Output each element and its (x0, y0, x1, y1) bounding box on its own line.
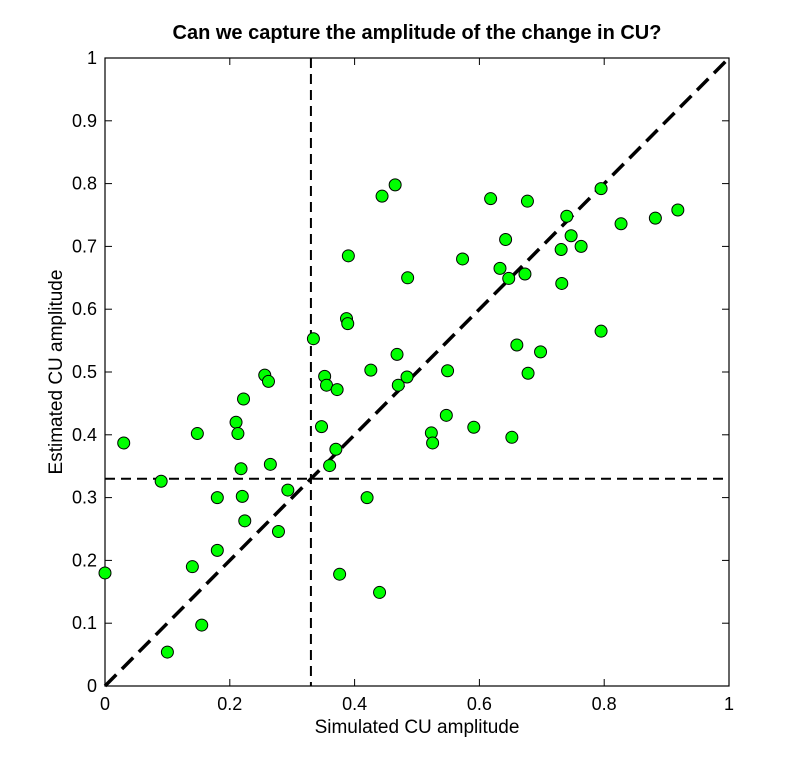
y-tick-label: 1 (87, 48, 97, 68)
x-tick-label: 0.2 (217, 694, 242, 714)
data-point (235, 489, 249, 503)
data-point (391, 378, 405, 392)
data-point (484, 192, 498, 206)
data-point (493, 261, 507, 275)
data-point (456, 252, 470, 266)
data-point (364, 363, 378, 377)
data-point (341, 249, 355, 263)
data-point (467, 420, 481, 434)
data-point (231, 427, 245, 441)
data-point (648, 211, 662, 225)
y-tick-label: 0.2 (72, 550, 97, 570)
data-point (560, 209, 574, 223)
data-point (564, 229, 578, 243)
data-point (117, 436, 131, 450)
data-point (439, 408, 453, 422)
data-point (195, 618, 209, 632)
data-point (521, 366, 535, 380)
data-point (271, 525, 285, 539)
data-point (502, 271, 516, 285)
data-point (315, 420, 329, 434)
data-point (499, 232, 513, 246)
x-tick-label: 1 (724, 694, 734, 714)
chart-title: Can we capture the amplitude of the chan… (173, 22, 662, 44)
data-point (329, 442, 343, 456)
x-tick-label: 0.6 (467, 694, 492, 714)
y-tick-label: 0.5 (72, 362, 97, 382)
data-point (555, 276, 569, 290)
data-point (306, 332, 320, 346)
data-point (671, 203, 685, 217)
data-point (401, 271, 415, 285)
data-point (373, 585, 387, 599)
data-point (333, 567, 347, 581)
data-point (390, 347, 404, 361)
data-point (160, 645, 174, 659)
y-axis-label: Estimated CU amplitude (46, 270, 67, 475)
plot-area: 0 0.2 0.4 0.6 0.8 1 0 0.1 0.2 0.3 0.4 0.5 0.6 0.7 0.8 0… (72, 48, 734, 714)
y-tick-label: 0.4 (72, 425, 97, 445)
data-point (210, 543, 224, 557)
data-point (388, 178, 402, 192)
data-point (520, 194, 534, 208)
y-tick-label: 0.6 (72, 299, 97, 319)
data-point (614, 217, 628, 231)
data-point (341, 317, 355, 331)
data-point (190, 427, 204, 441)
data-point (98, 566, 112, 580)
y-tick-label: 0.8 (72, 174, 97, 194)
data-point (261, 374, 275, 388)
x-tick-label: 0.4 (342, 694, 367, 714)
one-to-one-line (103, 56, 731, 688)
data-points (98, 178, 685, 659)
data-point (234, 462, 248, 476)
data-point (594, 324, 608, 338)
x-tick-label: 0.8 (592, 694, 617, 714)
y-tick-label: 0 (87, 676, 97, 696)
y-tick-label: 0.1 (72, 613, 97, 633)
data-point (505, 430, 519, 444)
y-tick-label: 0.7 (72, 236, 97, 256)
data-point (281, 483, 295, 497)
data-point (229, 415, 243, 429)
data-point (263, 457, 277, 471)
y-tick-label: 0.3 (72, 488, 97, 508)
data-point (330, 383, 344, 397)
data-point (400, 370, 414, 384)
data-point (554, 243, 568, 257)
data-point (518, 267, 532, 281)
data-point (441, 364, 455, 378)
data-point (238, 514, 252, 528)
y-tick-label: 0.9 (72, 111, 97, 131)
data-point (510, 338, 524, 352)
data-point (323, 459, 337, 473)
data-point (210, 491, 224, 505)
x-tick-label: 0 (100, 694, 110, 714)
data-point (426, 436, 440, 450)
data-point (594, 182, 608, 196)
data-point (534, 345, 548, 359)
data-point (237, 392, 251, 406)
data-point (154, 474, 168, 488)
data-point (375, 189, 389, 203)
data-point (185, 560, 199, 574)
x-axis-label: Simulated CU amplitude (315, 717, 520, 738)
data-point (360, 491, 374, 505)
data-point (574, 239, 588, 253)
